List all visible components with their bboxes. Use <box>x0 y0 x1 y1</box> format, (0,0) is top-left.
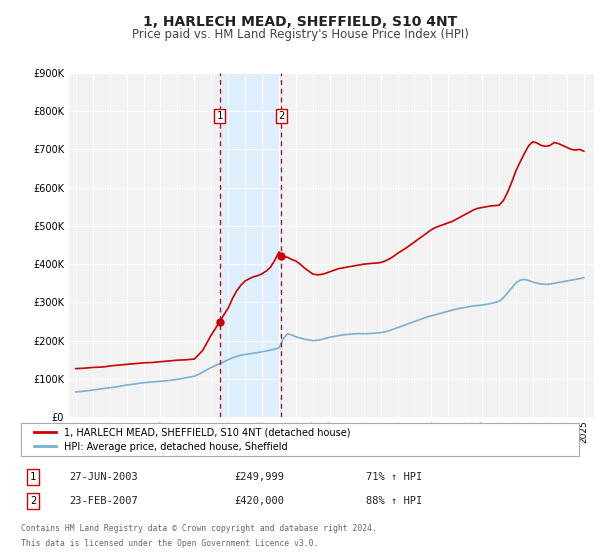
Text: 2: 2 <box>30 496 36 506</box>
Text: This data is licensed under the Open Government Licence v3.0.: This data is licensed under the Open Gov… <box>21 539 319 548</box>
Text: Contains HM Land Registry data © Crown copyright and database right 2024.: Contains HM Land Registry data © Crown c… <box>21 524 377 533</box>
Text: Price paid vs. HM Land Registry's House Price Index (HPI): Price paid vs. HM Land Registry's House … <box>131 28 469 41</box>
Text: 27-JUN-2003: 27-JUN-2003 <box>69 472 138 482</box>
Text: 23-FEB-2007: 23-FEB-2007 <box>69 496 138 506</box>
Text: £249,999: £249,999 <box>234 472 284 482</box>
Text: £420,000: £420,000 <box>234 496 284 506</box>
Legend: 1, HARLECH MEAD, SHEFFIELD, S10 4NT (detached house), HPI: Average price, detach: 1, HARLECH MEAD, SHEFFIELD, S10 4NT (det… <box>31 424 353 455</box>
Bar <box>220 73 281 417</box>
Text: 1: 1 <box>217 111 223 121</box>
Text: 71% ↑ HPI: 71% ↑ HPI <box>366 472 422 482</box>
Text: 2: 2 <box>278 111 284 121</box>
Text: 1, HARLECH MEAD, SHEFFIELD, S10 4NT: 1, HARLECH MEAD, SHEFFIELD, S10 4NT <box>143 15 457 29</box>
Text: 88% ↑ HPI: 88% ↑ HPI <box>366 496 422 506</box>
Text: 1: 1 <box>30 472 36 482</box>
